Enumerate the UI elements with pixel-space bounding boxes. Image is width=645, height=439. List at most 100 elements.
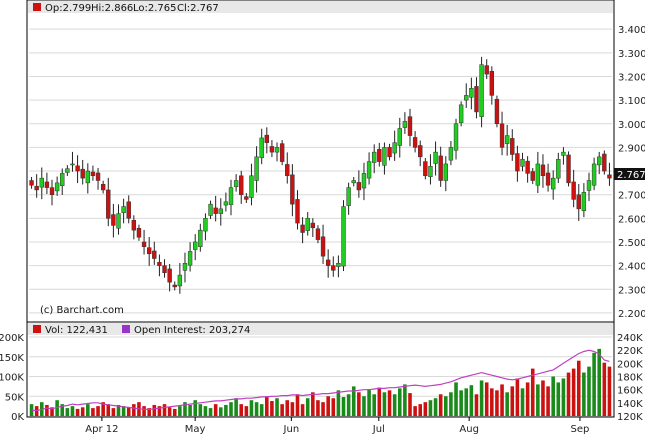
candle-body: [361, 173, 367, 189]
candle-body: [223, 201, 229, 206]
volume-bar: [55, 400, 59, 416]
volume-bar: [377, 387, 382, 416]
header-high: Hi:2.866: [91, 3, 133, 14]
volume-bar: [157, 406, 162, 416]
candle-body: [607, 174, 612, 179]
candle-body: [530, 171, 535, 181]
candle-body: [525, 160, 530, 174]
candle-body: [494, 98, 500, 125]
volume-bar: [29, 404, 34, 416]
volume-bar: [525, 382, 530, 416]
volume-bar: [357, 392, 361, 416]
candle-body: [182, 263, 188, 271]
candle-body: [218, 208, 223, 214]
candle-body: [54, 182, 60, 192]
candle-body: [586, 180, 592, 191]
volume-bar: [351, 386, 356, 416]
candle-body: [213, 207, 218, 214]
candle-body: [264, 134, 269, 143]
candle-body: [310, 222, 316, 229]
candle-body: [366, 161, 372, 179]
volume-bar: [500, 384, 504, 416]
candle-body: [29, 180, 34, 186]
volume-bar: [290, 402, 295, 416]
candle-body: [474, 86, 479, 113]
open-interest-tick-label: 180K: [617, 373, 643, 384]
candle-body: [34, 185, 39, 191]
candle-body: [131, 219, 137, 231]
volume-bar: [101, 402, 105, 416]
candle-body: [545, 172, 551, 186]
candle-body: [597, 156, 602, 166]
candle-body: [423, 161, 428, 177]
volume-bar: [80, 407, 85, 416]
volume-bar: [479, 380, 484, 416]
open-interest-tick-label: 220K: [617, 346, 643, 357]
candle-body: [157, 262, 162, 266]
volume-bar: [561, 378, 566, 416]
candle-body: [75, 165, 80, 172]
candle-body: [392, 142, 397, 154]
volume-bar: [428, 400, 433, 416]
candle-body: [121, 206, 126, 213]
candle-body: [208, 203, 213, 216]
volume-bar: [566, 372, 571, 416]
volume-bar: [142, 406, 146, 416]
volume-bar: [331, 398, 336, 416]
candle-body: [203, 218, 208, 232]
candle-body: [116, 213, 121, 229]
candle-body: [458, 104, 464, 124]
candle-body: [397, 128, 402, 146]
candle-body: [351, 180, 356, 184]
candle-body: [167, 268, 172, 283]
volume-tick-label: 150K: [0, 353, 24, 364]
candle-body: [106, 189, 111, 219]
x-tick-label: Jun: [283, 424, 300, 435]
volume-bar: [203, 406, 208, 416]
candle-body: [341, 206, 346, 267]
price-tick-label: 2.700: [618, 191, 645, 202]
volume-bar: [551, 376, 555, 416]
volume-grid: [29, 336, 612, 417]
candle-body: [443, 163, 448, 181]
volume-tick-label: 50K: [5, 392, 25, 403]
volume-bar: [505, 392, 509, 416]
candle-body: [100, 184, 106, 191]
volume-legend: Vol: 122,431: [45, 325, 108, 336]
x-tick-label: Jul: [372, 424, 385, 435]
candle-body: [336, 263, 341, 267]
volume-bar: [592, 352, 596, 416]
volume-tick-label: 0K: [11, 412, 24, 423]
x-tick-label: Aug: [459, 424, 479, 435]
last-price-label: 2.767: [617, 170, 645, 181]
open-interest-tick-label: 120K: [617, 412, 643, 423]
price-tick-label: 3.100: [618, 96, 645, 107]
volume-bar: [60, 404, 65, 416]
ohlc-swatch: [33, 3, 41, 11]
volume-y-axis: 0K 50K 100K 150K 200K 120K 140K 160K 180K 200K 220…: [0, 333, 643, 423]
price-tick-label: 3.300: [618, 49, 645, 60]
candle-body: [428, 166, 433, 177]
candle-body: [489, 71, 495, 96]
candle-body: [479, 64, 484, 117]
candle-body: [279, 143, 285, 162]
volume-bar: [597, 348, 602, 416]
volume-bar: [311, 392, 315, 416]
candle-body: [177, 274, 183, 287]
volume-bar: [367, 389, 371, 416]
volume-bar: [172, 408, 177, 416]
candle-body: [464, 95, 469, 101]
candle-body: [239, 175, 244, 195]
price-grid: [29, 28, 612, 314]
volume-bar: [321, 402, 325, 416]
volume-bar: [229, 402, 233, 416]
volume-bar: [316, 400, 320, 416]
volume-bar: [576, 360, 581, 416]
price-tick-label: 2.300: [618, 285, 645, 296]
candle-body: [315, 228, 321, 240]
volume-header-bar: [28, 323, 613, 335]
open-interest-line: [31, 349, 610, 412]
candle-body: [510, 138, 515, 155]
candle-body: [372, 151, 377, 163]
